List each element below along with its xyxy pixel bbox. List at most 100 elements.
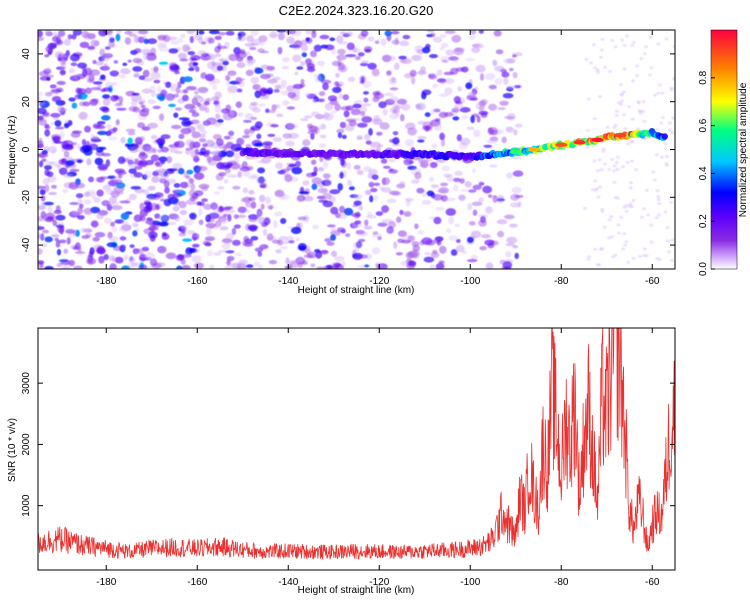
noise-cell (300, 60, 305, 67)
noise-cell (38, 107, 47, 115)
noise-cell (118, 96, 124, 104)
noise-cell (457, 86, 462, 92)
noise-cell (471, 46, 481, 54)
noise-cell (187, 51, 196, 56)
noise-cell (597, 185, 602, 189)
noise-cell (188, 189, 195, 198)
noise-cell (226, 259, 231, 266)
noise-cell (162, 34, 171, 43)
noise-cell (343, 110, 350, 118)
noise-cell (189, 36, 194, 44)
noise-cell (601, 147, 606, 151)
noise-cell (478, 214, 488, 218)
noise-cell (232, 239, 241, 246)
noise-cell (236, 214, 247, 218)
noise-cell (143, 189, 149, 196)
noise-cell (115, 119, 120, 126)
noise-cell (201, 41, 207, 45)
noise-cell (397, 230, 407, 237)
noise-cell (96, 146, 104, 153)
noise-cell (455, 67, 465, 72)
noise-cell (102, 184, 112, 191)
noise-cell (619, 215, 624, 219)
noise-cell (77, 246, 82, 253)
noise-cell (198, 208, 203, 216)
noise-cell (417, 120, 427, 125)
noise-cell (465, 82, 473, 90)
noise-cell (416, 187, 425, 194)
noise-cell (599, 168, 604, 172)
noise-cell (669, 86, 674, 90)
noise-cell (120, 136, 126, 144)
noise-cell (187, 230, 196, 235)
noise-cell (75, 229, 80, 237)
noise-cell (147, 99, 157, 104)
noise-cell (370, 188, 378, 193)
noise-cell (226, 174, 238, 178)
noise-cell (133, 214, 143, 222)
noise-cell (250, 116, 258, 121)
noise-cell (63, 38, 71, 46)
noise-cell (414, 171, 422, 180)
noise-cell (131, 92, 140, 96)
noise-cell (44, 30, 51, 36)
noise-cell (245, 264, 254, 268)
noise-cell (488, 103, 498, 111)
noise-cell (92, 236, 100, 242)
noise-cell (70, 62, 78, 67)
noise-cell (440, 182, 449, 187)
noise-cell (609, 215, 614, 219)
noise-cell (380, 38, 387, 46)
noise-cell (50, 112, 61, 118)
noise-cell (372, 91, 380, 96)
noise-cell (247, 56, 254, 62)
noise-cell (330, 110, 337, 114)
noise-cell (191, 254, 202, 263)
noise-cell (38, 234, 44, 240)
noise-cell (142, 52, 148, 61)
noise-cell (44, 165, 52, 170)
noise-cell (70, 185, 76, 189)
noise-cell (369, 141, 381, 148)
noise-cell (58, 239, 67, 244)
noise-cell (150, 71, 161, 80)
noise-cell (168, 48, 179, 54)
noise-cell (346, 162, 352, 170)
noise-cell (386, 226, 394, 234)
noise-cell (181, 264, 191, 269)
noise-cell (468, 35, 476, 40)
noise-cell (114, 219, 125, 224)
noise-cell (466, 236, 474, 244)
noise-cell (471, 201, 483, 206)
noise-cell (311, 159, 317, 165)
noise-cell (294, 71, 299, 76)
noise-cell (597, 158, 602, 162)
noise-cell (458, 194, 466, 201)
noise-cell (636, 101, 641, 105)
noise-cell (257, 251, 263, 257)
noise-cell (394, 62, 400, 70)
noise-cell (42, 229, 50, 234)
noise-cell (436, 78, 447, 83)
noise-cell (167, 36, 178, 40)
snr-y-ticks: 1000 2000 3000 (21, 372, 675, 517)
noise-cell (615, 155, 620, 159)
noise-cell (173, 215, 181, 222)
noise-cell (439, 132, 445, 141)
x-tick-label: -160 (187, 276, 207, 287)
noise-cell (38, 248, 43, 255)
noise-cell (466, 126, 475, 131)
x-tick-label: -60 (645, 276, 660, 287)
noise-cell (302, 180, 310, 186)
noise-cell (286, 85, 295, 92)
noise-cell (278, 236, 289, 241)
track-hotspot (614, 132, 627, 138)
noise-cell (480, 234, 491, 239)
noise-cell (301, 44, 308, 52)
noise-cell (440, 139, 446, 147)
noise-cell (422, 125, 432, 131)
noise-cell (236, 262, 246, 268)
noise-cell (216, 65, 224, 71)
noise-cell (128, 257, 136, 263)
noise-cell (586, 128, 590, 132)
